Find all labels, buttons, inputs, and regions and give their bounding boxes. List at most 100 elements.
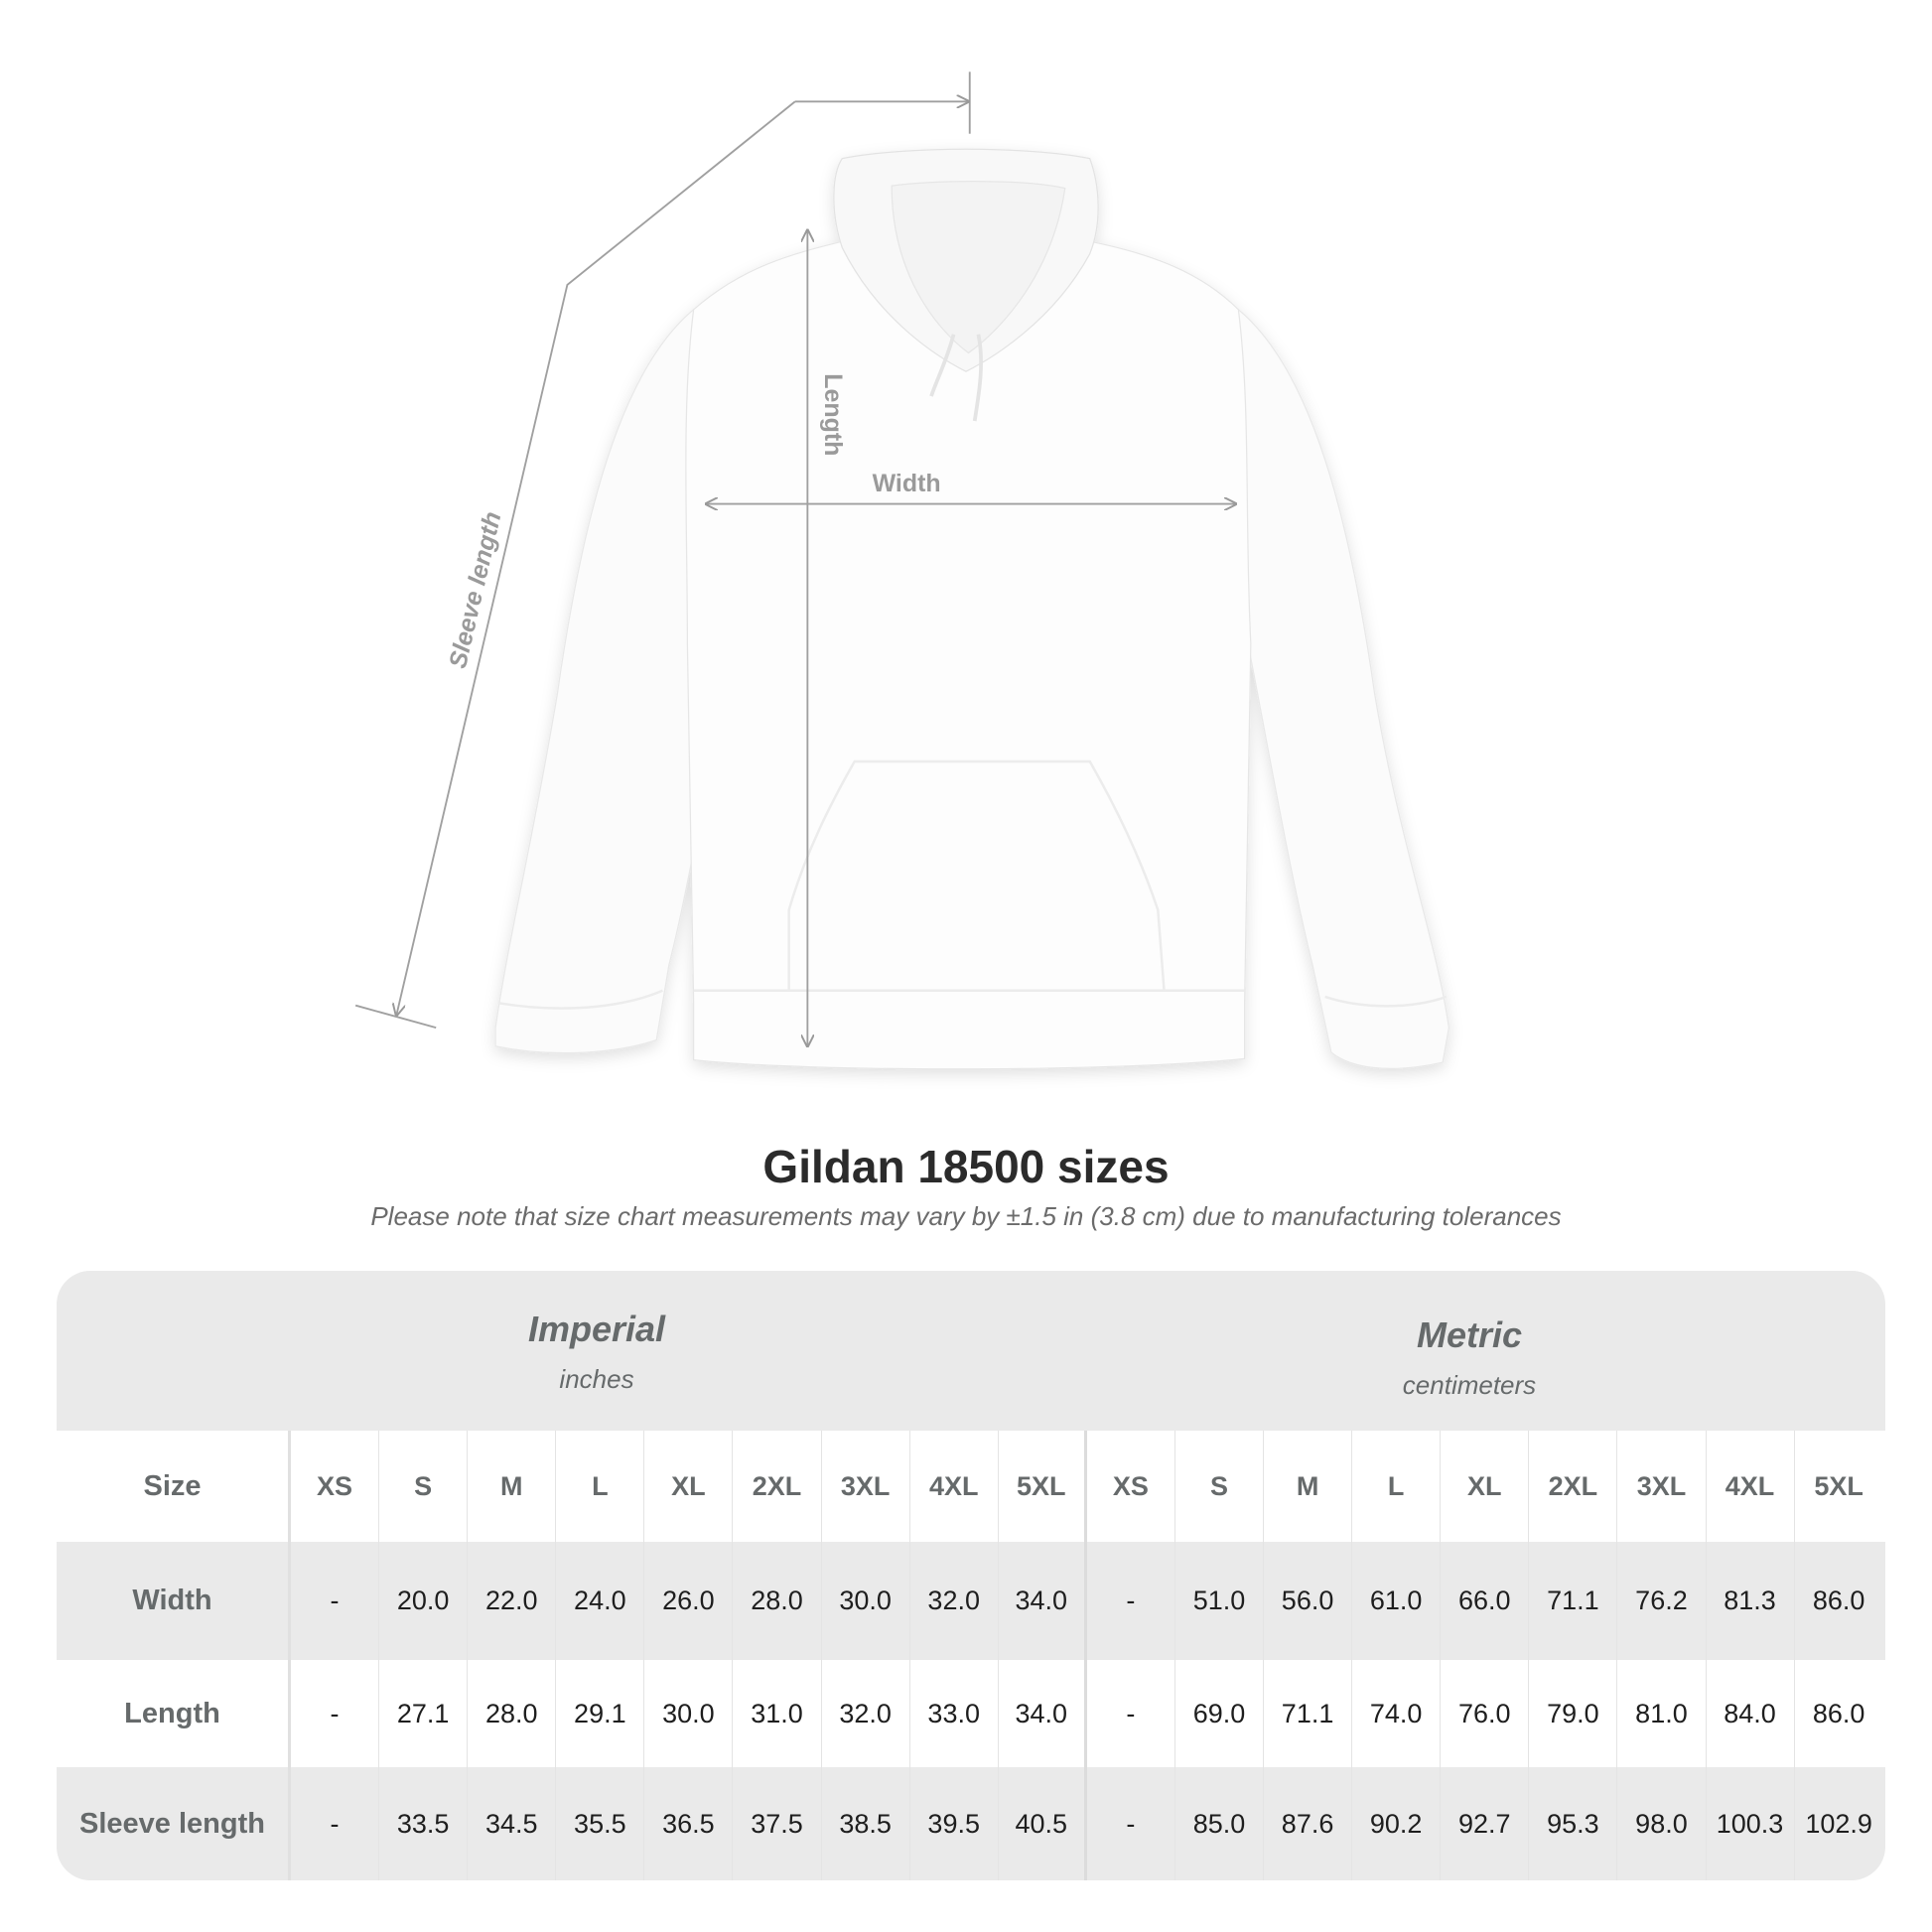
imperial-value-cell: 20.0 [379,1542,469,1660]
imperial-size-2xl: 2XL [733,1431,822,1542]
row-label: Sleeve length [57,1767,291,1880]
metric-value-cell: 79.0 [1529,1660,1618,1767]
imperial-value-cell: - [291,1660,380,1767]
imperial-value-cell: - [291,1542,380,1660]
imperial-value-cell: 33.0 [910,1660,999,1767]
metric-size-3xl: 3XL [1617,1431,1707,1542]
size-table: Imperial inches Metric centimeters Size X… [57,1271,1885,1880]
imperial-value-cell: 31.0 [733,1660,822,1767]
metric-value-cell: 102.9 [1805,1808,1872,1839]
imperial-size-5xl: 5XL [999,1431,1087,1542]
metric-size-2xl: 2XL [1529,1431,1618,1542]
imperial-size-xl: XL [644,1431,734,1542]
imperial-size-l: L [556,1431,645,1542]
imperial-value-cell: - [291,1767,380,1880]
size-header-row: Size XS S M L XL 2XL 3XL 4XL 5XL XS S M L XL 2XL 3XL 4XL 5… [57,1431,1885,1542]
imperial-value-cell: 40.5 [999,1767,1087,1880]
imperial-size-m: M [468,1431,557,1542]
metric-value-cell: 90.2 [1352,1767,1442,1880]
width-label: Width [873,470,941,497]
metric-value-cell: 51.0 [1175,1542,1265,1660]
metric-size-4xl: 4XL [1707,1431,1795,1542]
metric-value-cell: 61.0 [1352,1542,1442,1660]
hood-opening [891,181,1066,354]
imperial-value-cell: 24.0 [556,1542,645,1660]
metric-size-xs: XS [1087,1431,1175,1542]
table-row-length: Length -27.1 28.0 29.1 30.0 31.0 32.0 33.0 34.0-… [57,1660,1885,1767]
metric-value-cell: 92.7 [1441,1767,1530,1880]
imperial-size-s: S [379,1431,469,1542]
metric-value-cell: 66.0 [1441,1542,1530,1660]
metric-value-cell: 95.3 [1529,1767,1618,1880]
metric-value-cell: - [1087,1660,1175,1767]
row-label: Length [57,1660,291,1767]
metric-value-cell: 74.0 [1352,1660,1442,1767]
imperial-size-4xl: 4XL [910,1431,999,1542]
imperial-value-cell: 30.0 [822,1542,910,1660]
imperial-value-cell: 30.0 [644,1660,734,1767]
metric-value-cell: 81.0 [1617,1660,1707,1767]
metric-size-s: S [1175,1431,1265,1542]
metric-value-cell: 81.3 [1707,1542,1795,1660]
metric-value-cell: 85.0 [1175,1767,1265,1880]
metric-size-5xl: 5XL [1814,1470,1863,1501]
metric-value-cell: 84.0 [1707,1660,1795,1767]
table-row-width: Width -20.0 22.0 24.0 26.0 28.0 30.0 32.0 34.0-5… [57,1542,1885,1660]
metric-value-cell: 76.0 [1441,1660,1530,1767]
imperial-value-cell: 34.5 [468,1767,557,1880]
metric-value-cell: - [1087,1767,1175,1880]
metric-value-cell: 56.0 [1264,1542,1353,1660]
imperial-value-cell: 35.5 [556,1767,645,1880]
left-cuff [497,989,663,1010]
page-title: Gildan 18500 sizes [762,1141,1170,1192]
tolerance-note: Please note that size chart measurements… [370,1201,1562,1231]
sleeve-length-measure [354,71,971,1030]
row-band-sleeve [57,1767,1885,1880]
imperial-unit: inches [559,1364,634,1394]
metric-value-cell: - [1087,1542,1175,1660]
imperial-value-cell: 27.1 [379,1660,469,1767]
metric-value-cell: 87.6 [1264,1767,1353,1880]
imperial-header: Imperial inches [299,1309,895,1395]
imperial-size-xs: XS [291,1431,380,1542]
imperial-value-cell: 32.0 [822,1660,910,1767]
metric-value-cell: 76.2 [1617,1542,1707,1660]
imperial-value-cell: 34.0 [999,1542,1087,1660]
right-cuff [1324,995,1448,1008]
imperial-value-cell: 28.0 [733,1542,822,1660]
row-band-width [57,1542,1885,1660]
right-sleeve [1237,308,1450,1069]
metric-title: Metric [1416,1314,1523,1355]
size-label: Size [57,1431,291,1542]
sleeve-length-label: Sleeve length [444,509,506,671]
metric-value-cell: 86.0 [1812,1586,1865,1615]
metric-value-cell: 69.0 [1175,1660,1265,1767]
imperial-value-cell: 34.0 [999,1660,1087,1767]
row-label: Width [57,1542,291,1660]
imperial-value-cell: 38.5 [822,1767,910,1880]
table-row-sleeve-length: Sleeve length -33.5 34.5 35.5 36.5 37.5 38.5 39… [57,1767,1885,1880]
metric-value-cell: 98.0 [1617,1767,1707,1880]
imperial-size-3xl: 3XL [822,1431,910,1542]
metric-value-cell: 71.1 [1264,1660,1353,1767]
table-header-band [57,1271,1885,1431]
imperial-value-cell: 39.5 [910,1767,999,1880]
imperial-value-cell: 37.5 [733,1767,822,1880]
metric-size-xl: XL [1441,1431,1530,1542]
metric-value-cell: 71.1 [1529,1542,1618,1660]
metric-header: Metric centimeters [1172,1314,1767,1401]
hoodie-measurement-diagram: Sleeve length Length Width [354,71,1450,1070]
imperial-value-cell: 29.1 [556,1660,645,1767]
hoodie-image [494,148,1450,1070]
imperial-value-cell: 33.5 [379,1767,469,1880]
imperial-value-cell: 22.0 [468,1542,557,1660]
imperial-value-cell: 36.5 [644,1767,734,1880]
metric-value-cell: 100.3 [1707,1767,1795,1880]
imperial-value-cell: 26.0 [644,1542,734,1660]
metric-size-l: L [1352,1431,1442,1542]
drawstrings [929,334,983,422]
metric-size-m: M [1264,1431,1353,1542]
metric-value-cell: 86.0 [1812,1698,1865,1728]
imperial-value-cell: 32.0 [910,1542,999,1660]
length-label: Length [819,373,847,456]
